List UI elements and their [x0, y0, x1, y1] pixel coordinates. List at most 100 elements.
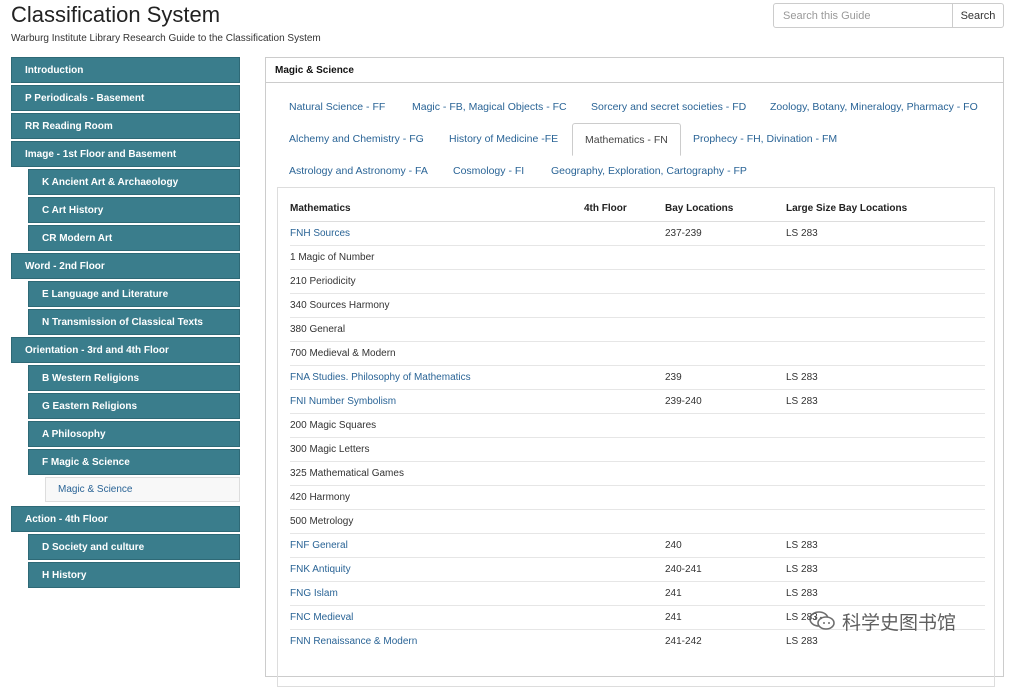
tab[interactable]: Alchemy and Chemistry - FG: [289, 133, 424, 145]
table-header-row: Mathematics 4th Floor Bay Locations Larg…: [290, 196, 985, 222]
table-cell: 239-240: [665, 389, 786, 414]
sidebar-item[interactable]: Orientation - 3rd and 4th Floor: [11, 337, 240, 363]
classmark-link[interactable]: FNF General: [290, 533, 584, 558]
tab[interactable]: Cosmology - FI: [453, 165, 525, 177]
sidebar-item[interactable]: P Periodicals - Basement: [11, 85, 240, 111]
tab[interactable]: Natural Science - FF: [289, 101, 386, 113]
classmark-link[interactable]: FNG Islam: [290, 581, 584, 606]
table-cell: [584, 317, 665, 342]
tab-row: Natural Science - FF Magic - FB, Magical …: [277, 91, 997, 123]
sidebar-item[interactable]: CR Modern Art: [28, 225, 240, 251]
sidebar-item[interactable]: A Philosophy: [28, 421, 240, 447]
table-cell: [786, 341, 985, 366]
classmark-link[interactable]: FNH Sources: [290, 221, 584, 246]
table-cell: [665, 413, 786, 438]
table-row: 300 Magic Letters: [290, 437, 985, 462]
table-cell: [584, 629, 665, 653]
table-cell: 239: [665, 365, 786, 390]
table-cell: LS 283: [786, 365, 985, 390]
sidebar-item[interactable]: C Art History: [28, 197, 240, 223]
classmark-link[interactable]: FNI Number Symbolism: [290, 389, 584, 414]
table-row: 200 Magic Squares: [290, 413, 985, 438]
table-cell: [584, 269, 665, 294]
sidebar-nav: Introduction P Periodicals - Basement RR R…: [11, 57, 240, 590]
column-header: Large Size Bay Locations: [786, 196, 985, 222]
table-cell: [584, 581, 665, 606]
sidebar-item[interactable]: H History: [28, 562, 240, 588]
table-cell: [665, 485, 786, 510]
table-cell: 1 Magic of Number: [290, 245, 584, 270]
table-cell: [786, 485, 985, 510]
table-cell: [786, 269, 985, 294]
table-cell: [584, 509, 665, 534]
table-cell: LS 283: [786, 581, 985, 606]
table-cell: [584, 557, 665, 582]
table-row: 210 Periodicity: [290, 269, 985, 294]
table-row: FNK Antiquity 240-241 LS 283: [290, 557, 985, 582]
table-cell: 325 Mathematical Games: [290, 461, 584, 486]
table-cell: [665, 317, 786, 342]
sidebar-item[interactable]: G Eastern Religions: [28, 393, 240, 419]
table-cell: 240-241: [665, 557, 786, 582]
table-cell: 200 Magic Squares: [290, 413, 584, 438]
sidebar-item[interactable]: Image - 1st Floor and Basement: [11, 141, 240, 167]
table-cell: 300 Magic Letters: [290, 437, 584, 462]
watermark: 科学史图书馆: [808, 606, 956, 636]
sidebar-item[interactable]: Introduction: [11, 57, 240, 83]
classmark-link[interactable]: FNK Antiquity: [290, 557, 584, 582]
tab[interactable]: Geography, Exploration, Cartography - FP: [551, 165, 747, 177]
classmark-link[interactable]: FNA Studies. Philosophy of Mathematics: [290, 365, 584, 390]
classmark-link[interactable]: FNN Renaissance & Modern: [290, 629, 584, 653]
table-cell: [665, 437, 786, 462]
table-cell: [786, 509, 985, 534]
table-cell: [584, 413, 665, 438]
classmark-link[interactable]: FNC Medieval: [290, 605, 584, 630]
tab[interactable]: Magic - FB, Magical Objects - FC: [412, 101, 567, 113]
table-cell: [665, 269, 786, 294]
tab[interactable]: Astrology and Astronomy - FA: [289, 165, 428, 177]
sidebar-item[interactable]: N Transmission of Classical Texts: [28, 309, 240, 335]
table-row: 700 Medieval & Modern: [290, 341, 985, 366]
table-cell: [786, 413, 985, 438]
table-row: 380 General: [290, 317, 985, 342]
table-cell: 420 Harmony: [290, 485, 584, 510]
table-cell: [584, 485, 665, 510]
search-input[interactable]: [773, 3, 953, 28]
table-cell: [584, 389, 665, 414]
table-row: 340 Sources Harmony: [290, 293, 985, 318]
sidebar-item[interactable]: Action - 4th Floor: [11, 506, 240, 532]
sidebar-item[interactable]: RR Reading Room: [11, 113, 240, 139]
table-cell: LS 283: [786, 629, 985, 653]
table-row: FNA Studies. Philosophy of Mathematics 23…: [290, 365, 985, 390]
table-cell: [665, 245, 786, 270]
sidebar-item[interactable]: E Language and Literature: [28, 281, 240, 307]
column-header: Mathematics: [290, 196, 584, 222]
tab[interactable]: History of Medicine -FE: [449, 133, 559, 145]
sidebar-item[interactable]: Magic & Science: [45, 477, 240, 502]
sidebar-item[interactable]: D Society and culture: [28, 534, 240, 560]
tab[interactable]: Prophecy - FH, Divination - FM: [693, 133, 838, 145]
sidebar-item[interactable]: F Magic & Science: [28, 449, 240, 475]
table-row: 325 Mathematical Games: [290, 461, 985, 486]
table-cell: [584, 533, 665, 558]
sidebar-item[interactable]: K Ancient Art & Archaeology: [28, 169, 240, 195]
page-subtitle: Warburg Institute Library Research Guide…: [11, 33, 321, 44]
table-cell: [786, 317, 985, 342]
tab[interactable]: Sorcery and secret societies - FD: [591, 101, 747, 113]
page-title: Classification System: [11, 2, 221, 27]
sidebar-item[interactable]: B Western Religions: [28, 365, 240, 391]
table-row: FNF General 240 LS 283: [290, 533, 985, 558]
tab[interactable]: Zoology, Botany, Mineralogy, Pharmacy - …: [770, 101, 978, 113]
table-row: 500 Metrology: [290, 509, 985, 534]
tab[interactable]: Mathematics - FN: [572, 123, 681, 156]
tab-row: Alchemy and Chemistry - FG History of Med…: [277, 123, 997, 156]
search-button[interactable]: Search: [953, 3, 1004, 28]
table-row: FNI Number Symbolism 239-240 LS 283: [290, 389, 985, 414]
table-cell: 210 Periodicity: [290, 269, 584, 294]
table-cell: [786, 437, 985, 462]
table-cell: [584, 293, 665, 318]
table-cell: [584, 437, 665, 462]
table-cell: 241-242: [665, 629, 786, 653]
tab-bar: Natural Science - FF Magic - FB, Magical …: [277, 91, 997, 187]
sidebar-item[interactable]: Word - 2nd Floor: [11, 253, 240, 279]
